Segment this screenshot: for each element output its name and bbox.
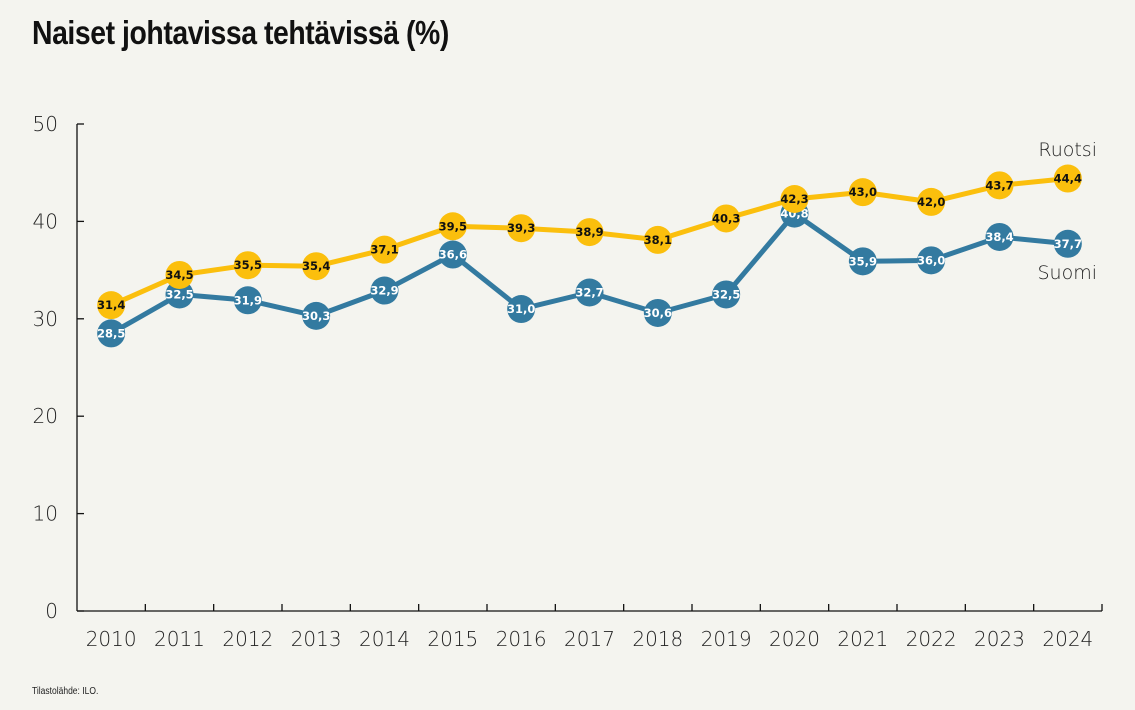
data-label-ruotsi: 42,0	[917, 195, 945, 209]
data-label-ruotsi: 31,4	[97, 298, 125, 312]
x-tick-label: 2014	[359, 627, 410, 651]
x-tick-label: 2013	[291, 627, 342, 651]
data-label-ruotsi: 38,1	[644, 233, 672, 247]
axes	[76, 124, 1102, 612]
x-tick-label: 2010	[86, 627, 137, 651]
x-tick-label: 2021	[837, 627, 888, 651]
series-name-labels: Ruotsi Suomi	[1037, 139, 1097, 284]
data-label-suomi: 31,0	[507, 302, 535, 316]
x-tick-label: 2018	[632, 627, 683, 651]
data-point-ruotsi	[507, 214, 536, 243]
data-label-ruotsi: 39,5	[439, 219, 467, 233]
data-point-ruotsi	[712, 204, 741, 233]
data-point-suomi	[712, 280, 741, 309]
data-label-ruotsi: 40,3	[712, 211, 740, 225]
data-point-ruotsi	[233, 251, 262, 280]
data-point-ruotsi	[165, 260, 194, 289]
data-point-suomi	[1053, 229, 1082, 258]
data-label-ruotsi: 42,3	[780, 192, 808, 206]
x-tick-label: 2019	[701, 627, 752, 651]
series-name-ruotsi: Ruotsi	[1038, 139, 1097, 161]
x-tick-label: 2024	[1042, 627, 1093, 651]
data-point-suomi	[165, 280, 194, 309]
y-tick-label: 30	[33, 307, 58, 331]
data-label-ruotsi: 44,4	[1054, 172, 1082, 186]
data-point-suomi	[97, 319, 126, 348]
source-note: Tilastolähde: ILO.	[32, 686, 99, 697]
x-tick-label: 2012	[222, 627, 273, 651]
x-tick-label: 2011	[154, 627, 205, 651]
x-axis-ticks: 2010 2011 2012 2013 2014 2015 2016 2017 2018 2019…	[86, 604, 1103, 651]
data-point-ruotsi	[97, 291, 126, 320]
data-point-ruotsi	[848, 178, 877, 207]
data-point-ruotsi	[575, 218, 604, 247]
data-point-ruotsi	[917, 187, 946, 216]
data-point-suomi	[233, 286, 262, 315]
data-point-suomi	[370, 276, 399, 305]
data-label-suomi: 32,7	[575, 286, 603, 300]
data-label-ruotsi: 35,4	[302, 259, 330, 273]
x-tick-label: 2015	[427, 627, 478, 651]
data-point-suomi	[985, 222, 1014, 251]
y-tick-label: 50	[33, 112, 58, 136]
y-tick-label: 0	[45, 599, 58, 623]
data-label-suomi: 36,0	[917, 253, 945, 267]
data-point-ruotsi	[438, 212, 467, 241]
x-tick-label: 2022	[906, 627, 957, 651]
x-tick-label: 2023	[974, 627, 1025, 651]
data-label-ruotsi: 43,0	[849, 185, 877, 199]
data-point-ruotsi	[643, 225, 672, 254]
x-tick-label: 2020	[769, 627, 820, 651]
data-point-suomi	[643, 298, 672, 327]
data-point-ruotsi	[1053, 164, 1082, 193]
data-label-ruotsi: 37,1	[370, 243, 398, 257]
y-tick-label: 10	[33, 502, 58, 526]
data-point-suomi	[438, 240, 467, 269]
data-point-ruotsi	[780, 184, 809, 213]
y-tick-label: 40	[33, 209, 58, 233]
data-label-ruotsi: 39,3	[507, 221, 535, 235]
data-label-suomi: 31,9	[234, 293, 262, 307]
data-label-suomi: 32,5	[165, 287, 193, 301]
data-label-suomi: 35,9	[849, 254, 877, 268]
data-label-ruotsi: 34,5	[165, 268, 193, 282]
series-points: 28,5 32,5 31,9 30,3 32,9 36,6 31,0 32,7 30,6 32,5…	[97, 164, 1082, 348]
data-point-suomi	[507, 295, 536, 324]
data-label-ruotsi: 38,9	[575, 225, 603, 239]
data-point-ruotsi	[370, 235, 399, 264]
data-point-suomi	[302, 301, 331, 330]
data-label-suomi: 36,6	[439, 248, 467, 262]
data-label-ruotsi: 35,5	[234, 258, 262, 272]
data-label-suomi: 30,3	[302, 309, 330, 323]
data-label-suomi: 32,5	[712, 287, 740, 301]
data-point-suomi	[917, 246, 946, 275]
data-label-suomi: 37,7	[1054, 237, 1082, 251]
x-tick-label: 2016	[496, 627, 547, 651]
data-label-suomi: 38,4	[985, 230, 1013, 244]
data-label-suomi: 30,6	[644, 306, 672, 320]
data-label-ruotsi: 43,7	[985, 178, 1013, 192]
series-name-suomi: Suomi	[1037, 262, 1097, 284]
data-label-suomi: 28,5	[97, 326, 125, 340]
data-point-suomi	[848, 247, 877, 276]
chart-title: Naiset johtavissa tehtävissä (%)	[32, 14, 449, 51]
x-tick-label: 2017	[564, 627, 615, 651]
data-label-suomi: 32,9	[370, 284, 398, 298]
data-point-ruotsi	[985, 171, 1014, 200]
data-point-suomi	[575, 278, 604, 307]
y-tick-label: 20	[33, 404, 58, 428]
data-point-ruotsi	[302, 252, 331, 281]
y-axis-ticks: 0 10 20 30 40 50	[33, 112, 84, 623]
